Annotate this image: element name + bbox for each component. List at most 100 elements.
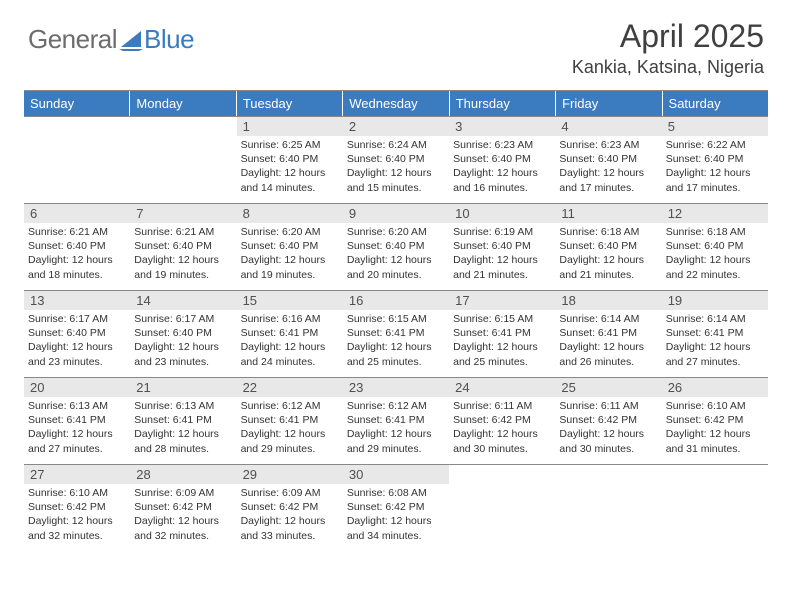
day-cell (24, 117, 130, 203)
day-number: 17 (449, 291, 555, 310)
day-body: Sunrise: 6:10 AMSunset: 6:42 PMDaylight:… (662, 397, 768, 460)
day-number: 23 (343, 378, 449, 397)
day-body: Sunrise: 6:23 AMSunset: 6:40 PMDaylight:… (555, 136, 661, 199)
weeks-container: 1Sunrise: 6:25 AMSunset: 6:40 PMDaylight… (24, 116, 768, 551)
day-body: Sunrise: 6:25 AMSunset: 6:40 PMDaylight:… (237, 136, 343, 199)
day-body: Sunrise: 6:14 AMSunset: 6:41 PMDaylight:… (662, 310, 768, 373)
logo-text-general: General (28, 24, 117, 55)
day-number: 12 (662, 204, 768, 223)
day-cell: 11Sunrise: 6:18 AMSunset: 6:40 PMDayligh… (555, 204, 661, 290)
week-row: 27Sunrise: 6:10 AMSunset: 6:42 PMDayligh… (24, 464, 768, 551)
day-cell: 1Sunrise: 6:25 AMSunset: 6:40 PMDaylight… (237, 117, 343, 203)
title-block: April 2025 Kankia, Katsina, Nigeria (572, 18, 764, 78)
day-cell: 25Sunrise: 6:11 AMSunset: 6:42 PMDayligh… (555, 378, 661, 464)
day-cell: 17Sunrise: 6:15 AMSunset: 6:41 PMDayligh… (449, 291, 555, 377)
day-cell (449, 465, 555, 551)
header: General Blue April 2025 Kankia, Katsina,… (0, 0, 792, 82)
day-number: 20 (24, 378, 130, 397)
day-cell: 12Sunrise: 6:18 AMSunset: 6:40 PMDayligh… (662, 204, 768, 290)
day-body: Sunrise: 6:12 AMSunset: 6:41 PMDaylight:… (343, 397, 449, 460)
day-cell: 8Sunrise: 6:20 AMSunset: 6:40 PMDaylight… (237, 204, 343, 290)
day-cell: 6Sunrise: 6:21 AMSunset: 6:40 PMDaylight… (24, 204, 130, 290)
day-body: Sunrise: 6:11 AMSunset: 6:42 PMDaylight:… (555, 397, 661, 460)
day-body: Sunrise: 6:20 AMSunset: 6:40 PMDaylight:… (237, 223, 343, 286)
day-body: Sunrise: 6:09 AMSunset: 6:42 PMDaylight:… (237, 484, 343, 547)
day-number: 16 (343, 291, 449, 310)
week-row: 13Sunrise: 6:17 AMSunset: 6:40 PMDayligh… (24, 290, 768, 377)
day-number: 7 (130, 204, 236, 223)
day-cell: 23Sunrise: 6:12 AMSunset: 6:41 PMDayligh… (343, 378, 449, 464)
day-number: 19 (662, 291, 768, 310)
day-body: Sunrise: 6:13 AMSunset: 6:41 PMDaylight:… (130, 397, 236, 460)
logo-text-blue: Blue (144, 24, 194, 55)
day-body: Sunrise: 6:21 AMSunset: 6:40 PMDaylight:… (24, 223, 130, 286)
day-number: 24 (449, 378, 555, 397)
day-cell: 22Sunrise: 6:12 AMSunset: 6:41 PMDayligh… (237, 378, 343, 464)
day-header: Friday (556, 91, 662, 116)
day-header: Wednesday (343, 91, 449, 116)
day-number: 4 (555, 117, 661, 136)
day-number: 22 (237, 378, 343, 397)
page-title: April 2025 (572, 18, 764, 55)
day-header-row: SundayMondayTuesdayWednesdayThursdayFrid… (24, 91, 768, 116)
day-body: Sunrise: 6:14 AMSunset: 6:41 PMDaylight:… (555, 310, 661, 373)
day-body: Sunrise: 6:18 AMSunset: 6:40 PMDaylight:… (662, 223, 768, 286)
day-cell: 30Sunrise: 6:08 AMSunset: 6:42 PMDayligh… (343, 465, 449, 551)
day-number: 10 (449, 204, 555, 223)
day-cell: 27Sunrise: 6:10 AMSunset: 6:42 PMDayligh… (24, 465, 130, 551)
day-header: Thursday (450, 91, 556, 116)
day-body: Sunrise: 6:08 AMSunset: 6:42 PMDaylight:… (343, 484, 449, 547)
day-cell: 15Sunrise: 6:16 AMSunset: 6:41 PMDayligh… (237, 291, 343, 377)
day-cell: 7Sunrise: 6:21 AMSunset: 6:40 PMDaylight… (130, 204, 236, 290)
day-cell: 29Sunrise: 6:09 AMSunset: 6:42 PMDayligh… (237, 465, 343, 551)
day-number: 28 (130, 465, 236, 484)
day-cell: 21Sunrise: 6:13 AMSunset: 6:41 PMDayligh… (130, 378, 236, 464)
calendar-grid: SundayMondayTuesdayWednesdayThursdayFrid… (24, 90, 768, 551)
day-body: Sunrise: 6:17 AMSunset: 6:40 PMDaylight:… (130, 310, 236, 373)
day-number: 29 (237, 465, 343, 484)
day-cell: 18Sunrise: 6:14 AMSunset: 6:41 PMDayligh… (555, 291, 661, 377)
day-cell: 20Sunrise: 6:13 AMSunset: 6:41 PMDayligh… (24, 378, 130, 464)
day-number: 11 (555, 204, 661, 223)
day-cell: 24Sunrise: 6:11 AMSunset: 6:42 PMDayligh… (449, 378, 555, 464)
day-body: Sunrise: 6:19 AMSunset: 6:40 PMDaylight:… (449, 223, 555, 286)
day-number: 1 (237, 117, 343, 136)
day-number: 8 (237, 204, 343, 223)
day-cell: 26Sunrise: 6:10 AMSunset: 6:42 PMDayligh… (662, 378, 768, 464)
day-body: Sunrise: 6:09 AMSunset: 6:42 PMDaylight:… (130, 484, 236, 547)
day-cell: 16Sunrise: 6:15 AMSunset: 6:41 PMDayligh… (343, 291, 449, 377)
day-number: 26 (662, 378, 768, 397)
day-cell: 10Sunrise: 6:19 AMSunset: 6:40 PMDayligh… (449, 204, 555, 290)
day-number: 9 (343, 204, 449, 223)
day-body: Sunrise: 6:17 AMSunset: 6:40 PMDaylight:… (24, 310, 130, 373)
day-number: 27 (24, 465, 130, 484)
week-row: 1Sunrise: 6:25 AMSunset: 6:40 PMDaylight… (24, 116, 768, 203)
day-body: Sunrise: 6:13 AMSunset: 6:41 PMDaylight:… (24, 397, 130, 460)
day-cell: 2Sunrise: 6:24 AMSunset: 6:40 PMDaylight… (343, 117, 449, 203)
day-header: Saturday (663, 91, 768, 116)
day-cell (555, 465, 661, 551)
day-body: Sunrise: 6:18 AMSunset: 6:40 PMDaylight:… (555, 223, 661, 286)
day-body: Sunrise: 6:11 AMSunset: 6:42 PMDaylight:… (449, 397, 555, 460)
day-body: Sunrise: 6:12 AMSunset: 6:41 PMDaylight:… (237, 397, 343, 460)
day-cell: 28Sunrise: 6:09 AMSunset: 6:42 PMDayligh… (130, 465, 236, 551)
location-subtitle: Kankia, Katsina, Nigeria (572, 57, 764, 78)
day-header: Monday (130, 91, 236, 116)
day-number: 14 (130, 291, 236, 310)
day-body: Sunrise: 6:21 AMSunset: 6:40 PMDaylight:… (130, 223, 236, 286)
day-header: Sunday (24, 91, 130, 116)
day-cell: 5Sunrise: 6:22 AMSunset: 6:40 PMDaylight… (662, 117, 768, 203)
day-number: 15 (237, 291, 343, 310)
day-number: 21 (130, 378, 236, 397)
day-number: 3 (449, 117, 555, 136)
day-body: Sunrise: 6:10 AMSunset: 6:42 PMDaylight:… (24, 484, 130, 547)
day-body: Sunrise: 6:15 AMSunset: 6:41 PMDaylight:… (449, 310, 555, 373)
day-cell: 13Sunrise: 6:17 AMSunset: 6:40 PMDayligh… (24, 291, 130, 377)
logo: General Blue (28, 24, 194, 55)
week-row: 6Sunrise: 6:21 AMSunset: 6:40 PMDaylight… (24, 203, 768, 290)
day-body: Sunrise: 6:22 AMSunset: 6:40 PMDaylight:… (662, 136, 768, 199)
day-header: Tuesday (237, 91, 343, 116)
day-body: Sunrise: 6:16 AMSunset: 6:41 PMDaylight:… (237, 310, 343, 373)
day-cell: 14Sunrise: 6:17 AMSunset: 6:40 PMDayligh… (130, 291, 236, 377)
day-number: 30 (343, 465, 449, 484)
